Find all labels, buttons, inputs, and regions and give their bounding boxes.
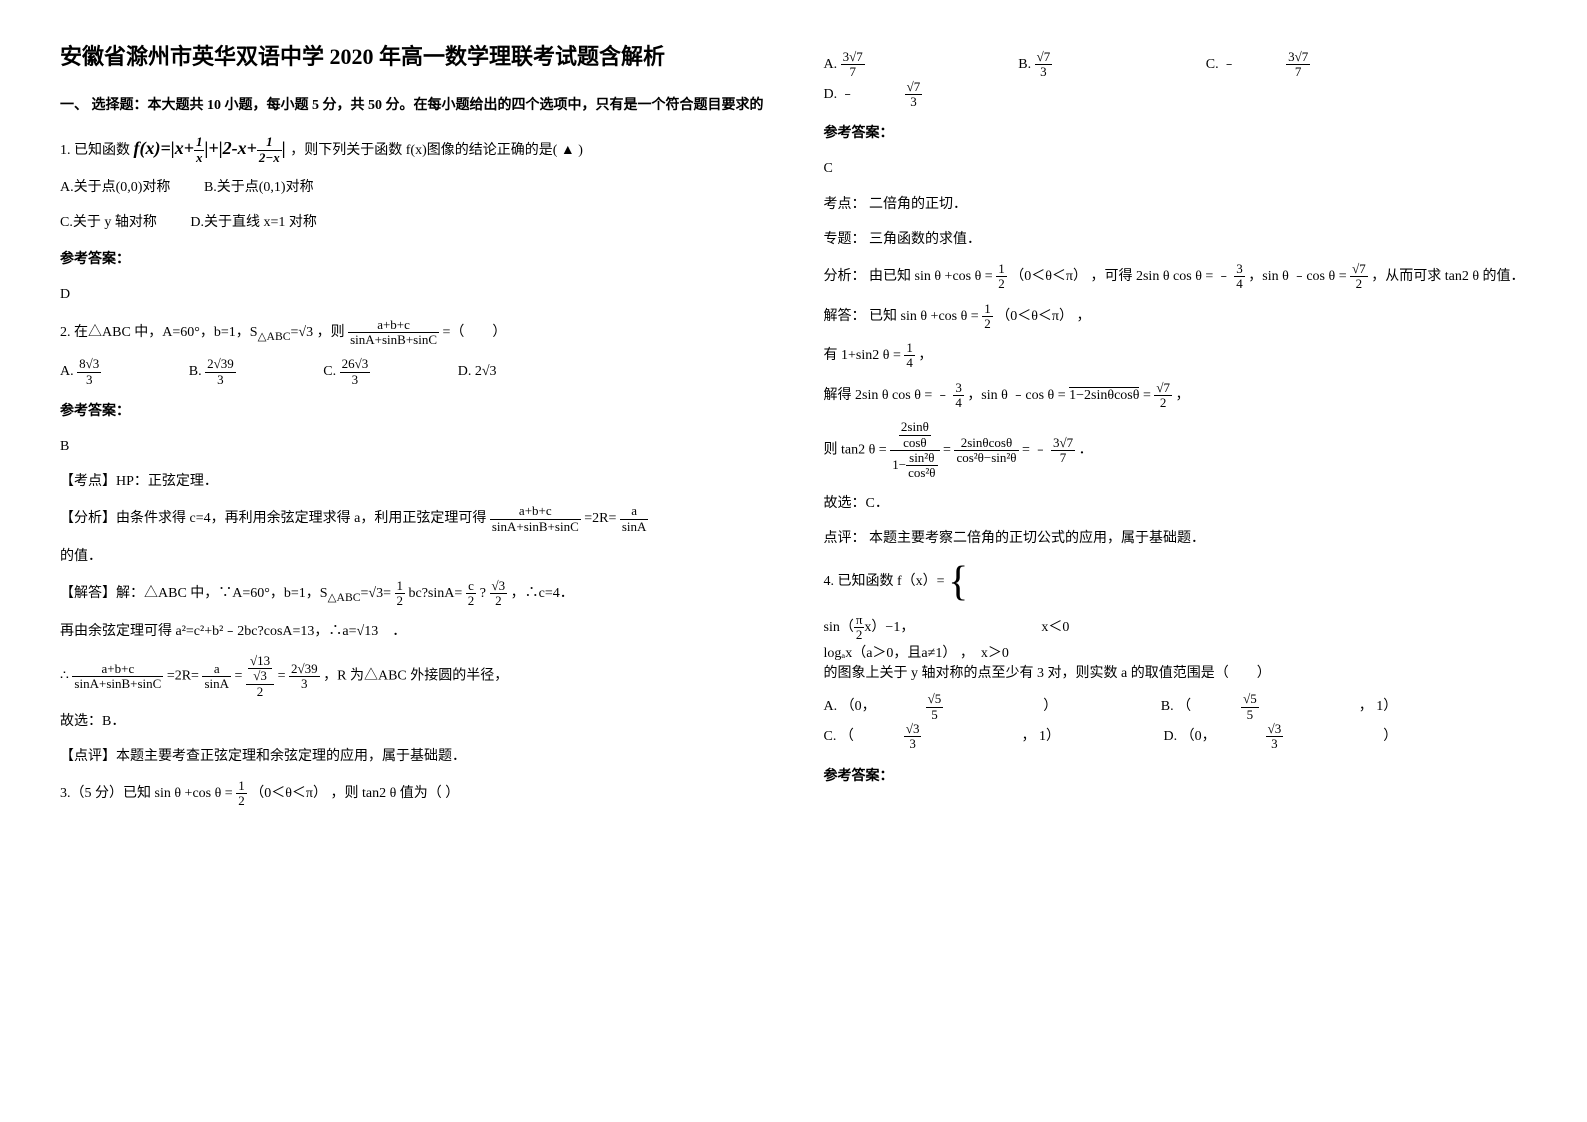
q2-kaodian: 【考点】HP：正弦定理．	[60, 469, 764, 494]
q3-options: A. 3√77 B. √73 C. ﹣3√77 D. ﹣√73	[824, 50, 1528, 109]
document-title: 安徽省滁州市英华双语中学 2020 年高一数学理联考试题含解析	[60, 40, 764, 73]
q2-ans: B	[60, 434, 764, 459]
q2-sol3: ∴ a+b+csinA+sinB+sinC =2R= asinA = √13√3…	[60, 654, 764, 699]
q1-options-cd: C.关于 y 轴对称 D.关于直线 x=1 对称	[60, 210, 764, 235]
q3-ans-label: 参考答案：	[824, 121, 1528, 146]
q2-fenxi: 【分析】由条件求得 c=4，再利用余弦定理求得 a，利用正弦定理可得 a+b+c…	[60, 504, 764, 534]
q3-stem: 3.（5 分）已知 sin θ +cos θ = 12 （0＜θ＜π） ，则 t…	[60, 779, 764, 809]
q1-stem: 1. 已知函数 f(x)=|x+1x|+|2-x+12−x| ，则下列关于函数 …	[60, 132, 764, 165]
q2-sol4: 故选：B．	[60, 709, 764, 734]
q2-stem: 2. 在△ABC 中，A=60°，b=1，S△ABC=√3 ，则 a+b+csi…	[60, 318, 764, 348]
q1-ans-label: 参考答案：	[60, 247, 764, 272]
q2-fenxi-suffix: 的值．	[60, 544, 764, 569]
q4-options: A. （0，√55） B. （√55， 1） C. （√33， 1） D. （0…	[824, 692, 1528, 751]
q3-sol4: 则 tan2 θ = 2sinθcosθ 1−sin²θcos²θ = 2sin…	[824, 420, 1528, 480]
q2-ans-label: 参考答案：	[60, 399, 764, 424]
q3-kaodian: 考点： 二倍角的正切．	[824, 192, 1528, 217]
q2-sol2: 再由余弦定理可得 a²=c²+b²﹣2bc?cosA=13，∴a=√13 ．	[60, 619, 764, 644]
left-brace-icon: {	[948, 561, 968, 603]
q2-sol1: 【解答】解：△ABC 中，∵A=60°，b=1，S△ABC=√3= 12 bc?…	[60, 579, 764, 609]
q3-sol2: 有 1+sin2 θ = 14 ，	[824, 341, 1528, 371]
left-column: 安徽省滁州市英华双语中学 2020 年高一数学理联考试题含解析 一、 选择题：本…	[60, 40, 764, 819]
right-column: A. 3√77 B. √73 C. ﹣3√77 D. ﹣√73 参考答案： C …	[824, 40, 1528, 819]
q3-sol5: 故选：C．	[824, 491, 1528, 516]
q1-ans: D	[60, 282, 764, 307]
q2-dianping: 【点评】本题主要考查正弦定理和余弦定理的应用，属于基础题．	[60, 744, 764, 769]
q4-stem: 4. 已知函数 f（x）= {	[824, 561, 1528, 603]
q3-ans: C	[824, 156, 1528, 181]
q3-dianping: 点评： 本题主要考察二倍角的正切公式的应用，属于基础题．	[824, 526, 1528, 551]
q2-options: A. 8√33 B. 2√393 C. 26√33 D. 2√3	[60, 357, 764, 387]
q4-ans-label: 参考答案：	[824, 764, 1528, 789]
q3-sol3: 解得 2sin θ cos θ = ﹣ 34 ，sin θ ﹣cos θ = 1…	[824, 381, 1528, 411]
q3-sol1: 解答： 已知 sin θ +cos θ = 12 （0＜θ＜π） ，	[824, 302, 1528, 332]
q3-zhuanti: 专题： 三角函数的求值．	[824, 227, 1528, 252]
part1-heading: 一、 选择题：本大题共 10 小题，每小题 5 分，共 50 分。在每小题给出的…	[60, 93, 764, 118]
q3-fenxi: 分析： 由已知 sin θ +cos θ = 12 （0＜θ＜π） ，可得 2s…	[824, 262, 1528, 292]
q1-options-ab: A.关于点(0,0)对称 B.关于点(0,1)对称	[60, 175, 764, 200]
